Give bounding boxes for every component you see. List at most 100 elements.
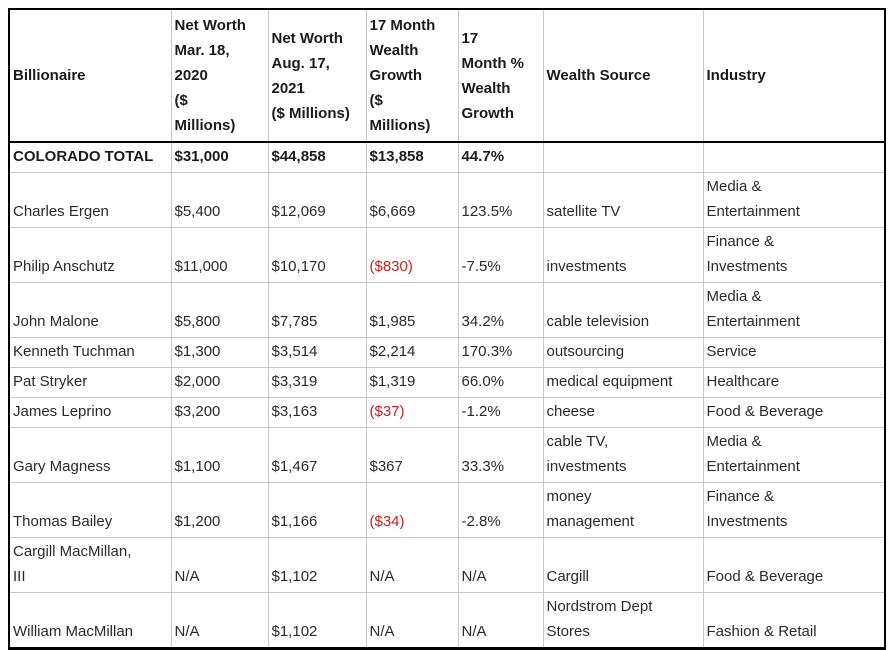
table-cell: $11,000 bbox=[170, 227, 269, 283]
table-cell: investments bbox=[542, 227, 704, 283]
table-cell: Media & Entertainment bbox=[702, 427, 886, 483]
table-cell: $44,858 bbox=[267, 141, 367, 173]
billionaire-name-cell: Cargill MacMillan, III bbox=[8, 537, 172, 593]
table-cell bbox=[542, 141, 704, 173]
table-row: Charles Ergen $5,400 $12,069 $6,669 123.5% sa… bbox=[8, 172, 886, 228]
table-cell: Fashion & Retail bbox=[702, 592, 886, 649]
billionaire-name-cell: Kenneth Tuchman bbox=[8, 337, 172, 368]
table-cell: $7,785 bbox=[267, 282, 367, 338]
table-cell: $367 bbox=[365, 427, 459, 483]
table-cell: cable TV, investments bbox=[542, 427, 704, 483]
table-cell: 33.3% bbox=[457, 427, 544, 483]
table-cell: Cargill bbox=[542, 537, 704, 593]
column-header-networth-2021: Net Worth Aug. 17, 2021 ($ Millions) bbox=[267, 8, 367, 143]
table-cell: 123.5% bbox=[457, 172, 544, 228]
table-cell: Food & Beverage bbox=[702, 397, 886, 428]
table-cell: ($830) bbox=[365, 227, 459, 283]
billionaire-name-cell: Charles Ergen bbox=[8, 172, 172, 228]
table-cell: $1,166 bbox=[267, 482, 367, 538]
table-cell: Finance & Investments bbox=[702, 227, 886, 283]
column-header-networth-2020: Net Worth Mar. 18, 2020 ($ Millions) bbox=[170, 8, 269, 143]
table-cell: -7.5% bbox=[457, 227, 544, 283]
table-cell: $3,200 bbox=[170, 397, 269, 428]
billionaire-name-cell: COLORADO TOTAL bbox=[8, 141, 172, 173]
table-cell: $1,319 bbox=[365, 367, 459, 398]
table-cell: $10,170 bbox=[267, 227, 367, 283]
billionaire-name-cell: Philip Anschutz bbox=[8, 227, 172, 283]
billionaire-name-cell: John Malone bbox=[8, 282, 172, 338]
table-row: William MacMillan N/A $1,102 N/A N/A Nordstro… bbox=[8, 592, 886, 649]
table-header: Billionaire Net Worth Mar. 18, 2020 ($ Mi… bbox=[8, 8, 886, 143]
table-row: John Malone $5,800 $7,785 $1,985 34.2% cable … bbox=[8, 282, 886, 338]
table-cell: 34.2% bbox=[457, 282, 544, 338]
table-row: Kenneth Tuchman $1,300 $3,514 $2,214 170.3% o… bbox=[8, 337, 886, 368]
table-cell: $1,467 bbox=[267, 427, 367, 483]
table-cell: cable television bbox=[542, 282, 704, 338]
table-cell: $13,858 bbox=[365, 141, 459, 173]
table-cell: outsourcing bbox=[542, 337, 704, 368]
table-cell: Finance & Investments bbox=[702, 482, 886, 538]
table-cell: N/A bbox=[365, 592, 459, 649]
table-cell: 170.3% bbox=[457, 337, 544, 368]
table-cell: N/A bbox=[170, 592, 269, 649]
table-cell: N/A bbox=[170, 537, 269, 593]
column-header-wealth-growth: 17 Month Wealth Growth ($ Millions) bbox=[365, 8, 459, 143]
table-cell: $1,200 bbox=[170, 482, 269, 538]
table-cell: Healthcare bbox=[702, 367, 886, 398]
table-cell: Food & Beverage bbox=[702, 537, 886, 593]
table-cell: $3,514 bbox=[267, 337, 367, 368]
table-cell: N/A bbox=[457, 537, 544, 593]
table-cell: N/A bbox=[457, 592, 544, 649]
column-header-percent-growth: 17 Month % Wealth Growth bbox=[457, 8, 544, 143]
billionaires-table: Billionaire Net Worth Mar. 18, 2020 ($ Mi… bbox=[8, 8, 886, 650]
billionaire-name-cell: James Leprino bbox=[8, 397, 172, 428]
billionaire-name-cell: Thomas Bailey bbox=[8, 482, 172, 538]
table-row: James Leprino $3,200 $3,163 ($37) -1.2% chees… bbox=[8, 397, 886, 428]
table-cell: cheese bbox=[542, 397, 704, 428]
table-cell: $6,669 bbox=[365, 172, 459, 228]
table-cell: 44.7% bbox=[457, 141, 544, 173]
table-cell: ($34) bbox=[365, 482, 459, 538]
table-cell: Service bbox=[702, 337, 886, 368]
table-row: Philip Anschutz $11,000 $10,170 ($830) -7.5%… bbox=[8, 227, 886, 283]
table-cell: -1.2% bbox=[457, 397, 544, 428]
table-cell: money management bbox=[542, 482, 704, 538]
table-cell: $2,214 bbox=[365, 337, 459, 368]
table-row: Pat Stryker $2,000 $3,319 $1,319 66.0% medica… bbox=[8, 367, 886, 398]
table-cell: $5,800 bbox=[170, 282, 269, 338]
table-cell: Media & Entertainment bbox=[702, 282, 886, 338]
table-cell: N/A bbox=[365, 537, 459, 593]
table-cell: 66.0% bbox=[457, 367, 544, 398]
table-cell: Media & Entertainment bbox=[702, 172, 886, 228]
table-cell: $5,400 bbox=[170, 172, 269, 228]
billionaire-name-cell: Gary Magness bbox=[8, 427, 172, 483]
table-cell: $2,000 bbox=[170, 367, 269, 398]
table-row: Gary Magness $1,100 $1,467 $367 33.3% cable T… bbox=[8, 427, 886, 483]
table-cell: $1,985 bbox=[365, 282, 459, 338]
billionaire-name-cell: Pat Stryker bbox=[8, 367, 172, 398]
total-row: COLORADO TOTAL $31,000 $44,858 $13,858 44.7% bbox=[8, 141, 886, 173]
table-row: Cargill MacMillan, III N/A $1,102 N/A N/A Car… bbox=[8, 537, 886, 593]
table-cell: $12,069 bbox=[267, 172, 367, 228]
table-cell: -2.8% bbox=[457, 482, 544, 538]
table-cell: $1,100 bbox=[170, 427, 269, 483]
table-body: COLORADO TOTAL $31,000 $44,858 $13,858 44.7%… bbox=[8, 141, 886, 649]
header-row: Billionaire Net Worth Mar. 18, 2020 ($ Mi… bbox=[8, 8, 886, 143]
table-cell: $3,163 bbox=[267, 397, 367, 428]
table-cell: medical equipment bbox=[542, 367, 704, 398]
billionaire-name-cell: William MacMillan bbox=[8, 592, 172, 649]
column-header-wealth-source: Wealth Source bbox=[542, 8, 704, 143]
table-cell: $31,000 bbox=[170, 141, 269, 173]
table-row: Thomas Bailey $1,200 $1,166 ($34) -2.8% money… bbox=[8, 482, 886, 538]
table-cell: $3,319 bbox=[267, 367, 367, 398]
column-header-billionaire: Billionaire bbox=[8, 8, 172, 143]
table-cell: ($37) bbox=[365, 397, 459, 428]
table-cell: satellite TV bbox=[542, 172, 704, 228]
column-header-industry: Industry bbox=[702, 8, 886, 143]
table-cell: $1,102 bbox=[267, 537, 367, 593]
table-cell: $1,102 bbox=[267, 592, 367, 649]
table-cell bbox=[702, 141, 886, 173]
table-cell: Nordstrom Dept Stores bbox=[542, 592, 704, 649]
table-cell: $1,300 bbox=[170, 337, 269, 368]
